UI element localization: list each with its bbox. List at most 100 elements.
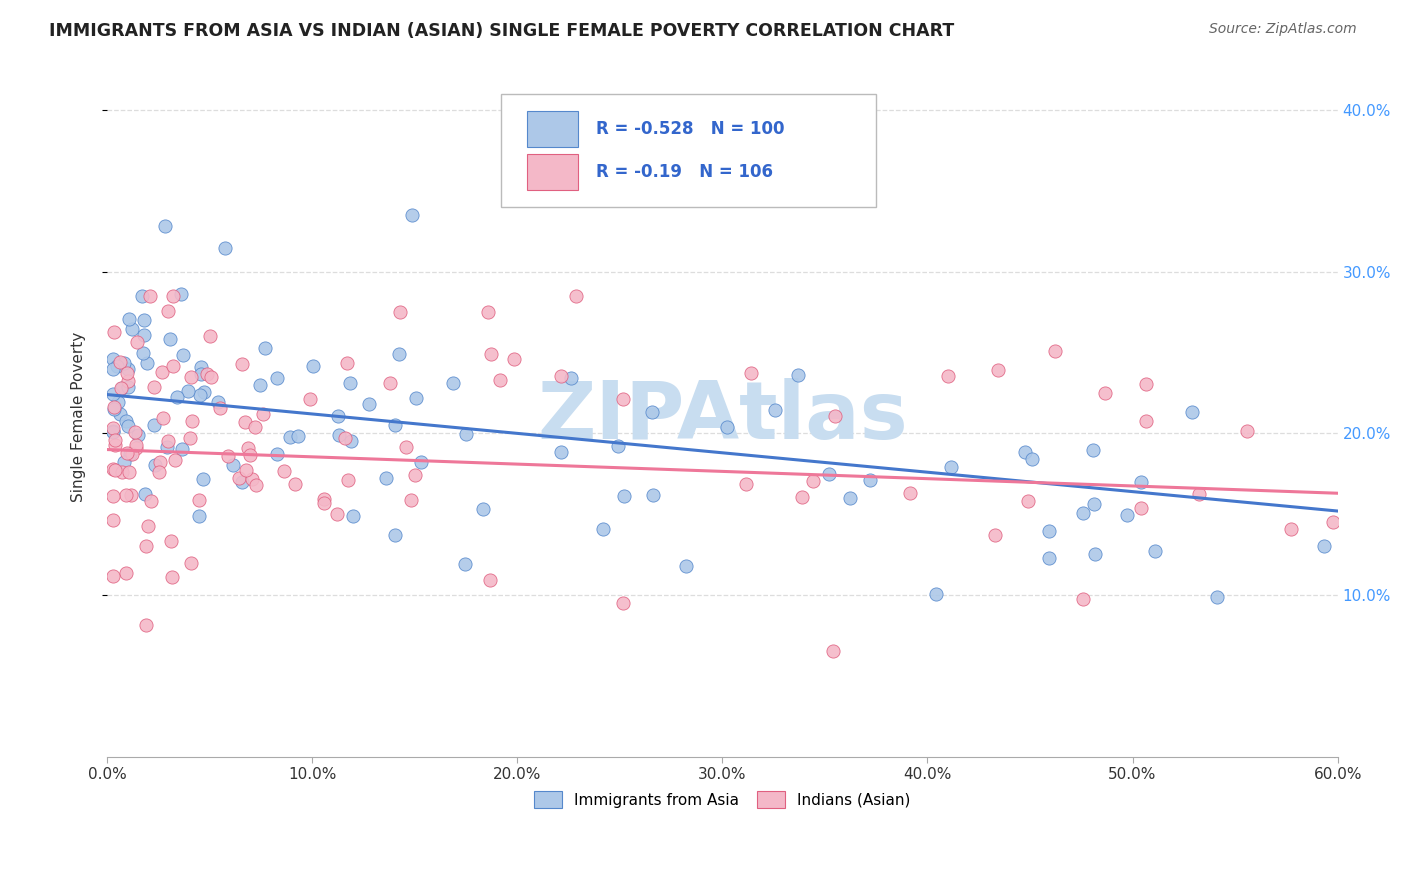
Point — [142, 417, 165, 432]
Point — [273, 464, 295, 478]
Point — [477, 305, 499, 319]
Point — [565, 289, 588, 303]
Point — [125, 441, 148, 455]
Point — [134, 487, 156, 501]
Point — [550, 445, 572, 459]
Point — [763, 403, 786, 417]
Point — [388, 347, 411, 361]
Point — [121, 447, 143, 461]
Point — [592, 522, 614, 536]
Point — [786, 368, 808, 382]
Point — [1115, 508, 1137, 522]
Point — [1129, 475, 1152, 489]
Point — [155, 441, 177, 455]
Point — [339, 434, 361, 448]
Point — [157, 304, 180, 318]
Point — [378, 376, 401, 391]
Point — [859, 473, 882, 487]
Point — [401, 208, 423, 222]
Point — [375, 471, 398, 485]
Point — [136, 356, 159, 370]
Point — [1181, 405, 1204, 419]
Point — [326, 409, 349, 423]
Point — [388, 304, 411, 318]
Point — [193, 384, 215, 399]
Y-axis label: Single Female Poverty: Single Female Poverty — [72, 332, 86, 502]
Point — [103, 400, 125, 414]
Point — [1130, 501, 1153, 516]
Point — [160, 533, 183, 548]
Point — [479, 347, 502, 361]
Point — [214, 241, 236, 255]
Point — [115, 446, 138, 460]
Point — [231, 475, 253, 489]
Point — [124, 438, 146, 452]
Point — [1071, 592, 1094, 607]
Point — [612, 392, 634, 406]
Point — [165, 452, 187, 467]
Point — [612, 596, 634, 610]
Point — [1084, 547, 1107, 561]
Point — [114, 566, 136, 581]
Point — [245, 478, 267, 492]
Point — [987, 362, 1010, 376]
Point — [162, 570, 184, 584]
Point — [560, 371, 582, 385]
Point — [118, 312, 141, 326]
Point — [240, 472, 263, 486]
Point — [231, 357, 253, 371]
Point — [114, 455, 136, 469]
Point — [153, 219, 176, 233]
Point — [328, 427, 350, 442]
Point — [287, 429, 309, 443]
Point — [111, 465, 134, 479]
Point — [740, 366, 762, 380]
Point — [228, 470, 250, 484]
Point — [103, 425, 125, 439]
Point — [441, 376, 464, 390]
Point — [399, 493, 422, 508]
Point — [404, 467, 426, 482]
Legend: Immigrants from Asia, Indians (Asian): Immigrants from Asia, Indians (Asian) — [529, 785, 917, 814]
Point — [104, 463, 127, 477]
Point — [1279, 523, 1302, 537]
Point — [117, 374, 139, 388]
Point — [1038, 551, 1060, 566]
Point — [117, 361, 139, 376]
Point — [131, 346, 153, 360]
Point — [127, 428, 149, 442]
Point — [233, 415, 256, 429]
Point — [472, 502, 495, 516]
Point — [103, 425, 125, 439]
Point — [115, 414, 138, 428]
Point — [454, 557, 477, 571]
Point — [139, 494, 162, 508]
Point — [801, 474, 824, 488]
Point — [312, 496, 335, 510]
Point — [640, 405, 662, 419]
Point — [121, 322, 143, 336]
Point — [1188, 487, 1211, 501]
Point — [110, 407, 132, 421]
Point — [170, 287, 193, 301]
Point — [939, 460, 962, 475]
Point — [925, 587, 948, 601]
Text: ZIPAtlas: ZIPAtlas — [537, 378, 908, 456]
Point — [117, 418, 139, 433]
Point — [191, 472, 214, 486]
Point — [266, 371, 288, 385]
Point — [1021, 452, 1043, 467]
Point — [190, 360, 212, 375]
Point — [333, 431, 356, 445]
Point — [1071, 506, 1094, 520]
Point — [103, 362, 125, 376]
Point — [312, 492, 335, 507]
Point — [104, 438, 127, 452]
Point — [108, 355, 131, 369]
Point — [142, 380, 165, 394]
Point — [456, 427, 478, 442]
Point — [395, 440, 418, 454]
Point — [103, 489, 125, 503]
Point — [643, 488, 665, 502]
Point — [278, 429, 301, 443]
